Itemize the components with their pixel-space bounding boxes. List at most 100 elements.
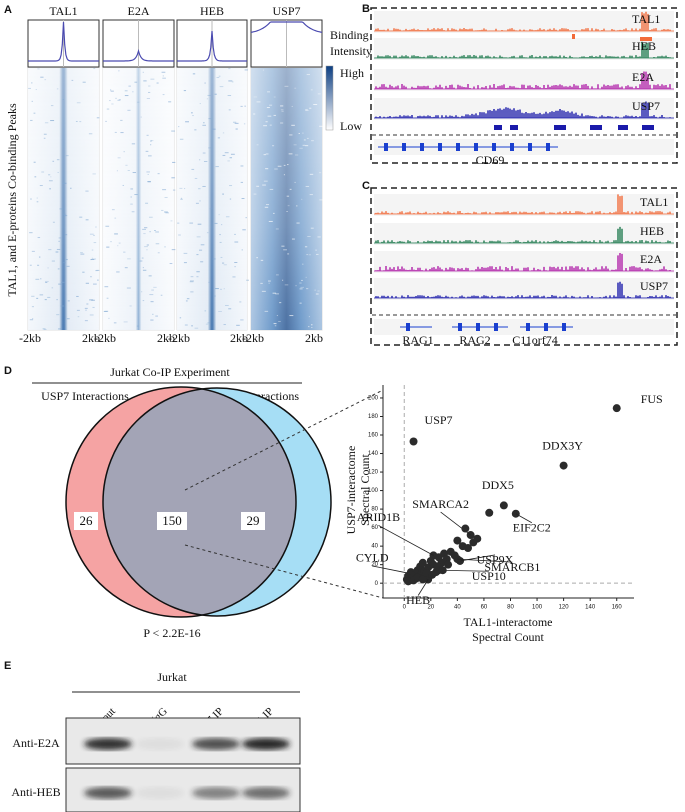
leader-line	[457, 558, 513, 563]
heatmap-speck	[103, 310, 108, 312]
heatmap-speck	[59, 208, 64, 210]
gene-label: CD69	[476, 153, 505, 167]
heatmap-speck	[296, 205, 298, 207]
gene-exon	[474, 143, 478, 151]
heatmap-speck	[134, 194, 138, 196]
gene-exon	[476, 323, 480, 331]
heatmap-speck	[118, 70, 120, 72]
heatmap-speck	[208, 281, 210, 283]
heatmap-speck	[170, 220, 173, 222]
heatmap-speck	[44, 122, 49, 124]
heatmap-speck	[236, 324, 240, 326]
zoom-line	[184, 544, 384, 599]
heatmap-speck	[277, 165, 282, 167]
track-label: USP7	[640, 279, 668, 293]
gene-label: RAG2	[459, 333, 490, 347]
heatmap-speck	[204, 310, 207, 312]
heatmap-fill	[28, 68, 100, 331]
heatmap-speck	[134, 81, 138, 83]
legend-low: Low	[340, 119, 362, 133]
heatmap-speck	[162, 75, 165, 77]
heatmap-speck	[302, 263, 304, 265]
heatmap-speck	[317, 236, 321, 238]
heatmap-speck	[309, 107, 312, 109]
heatmap-speck	[106, 108, 110, 110]
heatmap-speck	[105, 225, 110, 227]
heatmap-speck	[29, 264, 32, 266]
heatmap-speck	[300, 286, 304, 288]
heatmap-speck	[307, 235, 311, 237]
heatmap-speck	[41, 171, 45, 173]
panel-label: E	[4, 660, 11, 672]
panel-label: B	[362, 3, 370, 15]
heatmap-speck	[33, 161, 36, 163]
heatmap-speck	[149, 144, 152, 146]
heatmap-speck	[117, 99, 120, 101]
venn-count: 150	[162, 513, 182, 528]
heatmap-fade	[177, 68, 247, 330]
gene-exon	[458, 323, 462, 331]
x-label: -2kb	[19, 331, 41, 345]
heatmap-speck	[80, 252, 83, 254]
y-tick-label: 100	[368, 488, 379, 494]
heatmap-speck	[75, 120, 78, 122]
heatmap-speck	[178, 126, 180, 128]
heatmap-speck	[261, 290, 266, 292]
legend-title: Intensity	[330, 44, 372, 58]
peak-call	[590, 125, 602, 130]
heatmap-speck	[184, 188, 186, 190]
heatmap-speck	[67, 300, 70, 302]
heatmap-speck	[221, 224, 223, 226]
heatmap-speck	[299, 147, 303, 149]
heatmap-fill	[177, 68, 250, 330]
heatmap-speck	[130, 188, 134, 190]
heatmap-speck	[235, 128, 238, 130]
gene-exon	[438, 143, 442, 151]
heatmap-speck	[155, 315, 158, 317]
heatmap-speck	[194, 177, 198, 179]
heatmap-speck	[244, 69, 249, 71]
heatmap-speck	[30, 198, 32, 200]
gene-exon	[406, 323, 410, 331]
heatmap-speck	[269, 188, 274, 190]
heatmap-speck	[288, 153, 293, 155]
heatmap-speck	[149, 294, 154, 296]
heatmap-speck	[141, 257, 144, 259]
heatmap-speck	[144, 246, 148, 248]
point	[409, 437, 418, 446]
heatmap-speck	[214, 93, 217, 95]
point	[418, 575, 427, 584]
gene-exon	[492, 143, 496, 151]
heatmap-speck	[190, 112, 193, 114]
point	[438, 566, 447, 575]
heatmap-speck	[82, 271, 85, 273]
heatmap-speck	[82, 81, 86, 83]
heatmap-speck	[171, 130, 175, 132]
heatmap-speck	[35, 278, 40, 280]
heatmap-speck	[146, 134, 149, 136]
heatmap-speck	[294, 154, 299, 156]
track-title: TAL1	[49, 4, 77, 18]
genome-tracks: TAL1 HEB E2A USP7 RAG1 RAG2 C11orf74	[372, 194, 676, 347]
heatmap-speck	[234, 266, 236, 268]
heatmap-speck	[124, 90, 128, 92]
gene-exon	[528, 143, 532, 151]
heatmap-speck	[280, 122, 284, 124]
point-label: SMARCB1	[484, 560, 540, 574]
heatmap-speck	[116, 271, 120, 273]
heatmap-speck	[183, 90, 187, 92]
heatmap-speck	[58, 283, 62, 285]
heatmap-speck	[110, 90, 114, 92]
x-tick-label: 140	[585, 605, 596, 611]
heatmap-speck	[180, 198, 183, 200]
heatmap-speck	[120, 119, 123, 121]
heatmap-speck	[230, 153, 235, 155]
track-bg	[374, 194, 674, 216]
heatmap-speck	[127, 169, 130, 171]
heatmap-speck	[58, 237, 62, 239]
point-label: USP7	[425, 413, 453, 427]
heatmap-speck	[228, 68, 231, 70]
peak-call	[572, 34, 575, 39]
heatmap-speck	[64, 214, 67, 216]
heatmap-speck	[111, 209, 115, 211]
